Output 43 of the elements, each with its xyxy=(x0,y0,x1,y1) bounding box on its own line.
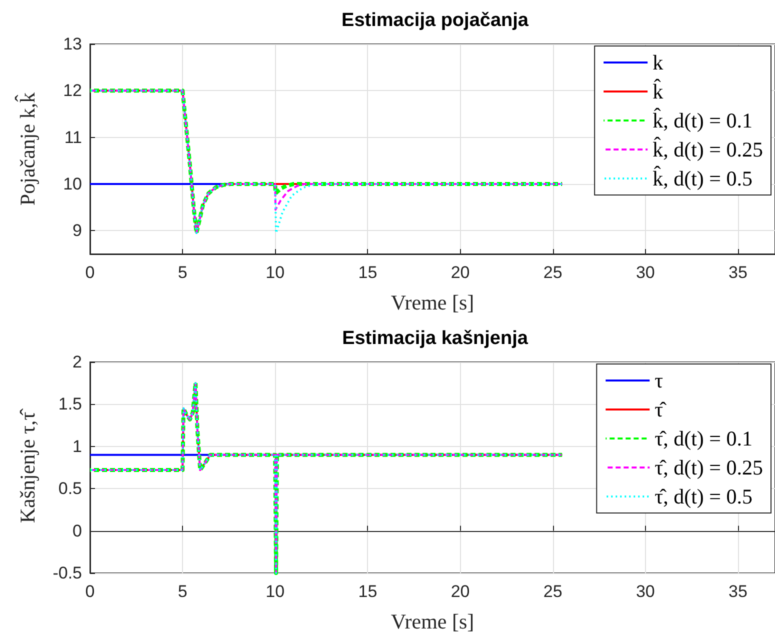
legend-label: τ̂, d(t) = 0.1 xyxy=(654,426,753,450)
x-tick-label: 20 xyxy=(450,263,470,282)
legend-label: τ̂, d(t) = 0.25 xyxy=(654,456,764,480)
y-axis-title: Kašnjenje τ,τ̂ xyxy=(16,408,40,524)
legend-label: τ̂ xyxy=(654,398,668,422)
y-tick-label: 2 xyxy=(72,352,82,372)
x-tick-label: 15 xyxy=(358,263,378,282)
x-tick-label: 30 xyxy=(636,263,655,282)
y-tick-label: 10 xyxy=(63,174,82,194)
x-tick-label: 10 xyxy=(266,582,285,601)
legend-label: k̂ xyxy=(652,78,664,104)
x-tick-label: 35 xyxy=(728,582,748,601)
y-tick-label: 1 xyxy=(72,436,82,456)
legend-label: τ xyxy=(654,368,664,392)
x-tick-label: 25 xyxy=(543,263,562,282)
x-tick-label: 0 xyxy=(85,263,95,282)
x-tick-label: 20 xyxy=(450,582,470,601)
x-axis-title: Vreme [s] xyxy=(390,290,474,314)
x-tick-label: 10 xyxy=(266,263,285,282)
chart-title: Estimacija pojačanja xyxy=(342,10,529,31)
x-tick-label: 5 xyxy=(178,263,188,282)
x-tick-label: 5 xyxy=(178,582,188,601)
y-axis-title: Pojačanje k,k̂ xyxy=(14,92,40,206)
y-tick-label: -0.5 xyxy=(52,564,82,582)
x-tick-label: 25 xyxy=(543,582,562,601)
y-tick-label: 0 xyxy=(72,521,82,540)
x-tick-label: 15 xyxy=(358,582,378,601)
y-tick-label: 0.5 xyxy=(58,479,82,498)
legend-label: k̂, d(t) = 0.25 xyxy=(652,136,764,162)
x-tick-label: 0 xyxy=(85,582,95,601)
y-tick-label: 11 xyxy=(64,128,82,147)
legend-label: k xyxy=(652,50,664,74)
y-tick-label: 13 xyxy=(63,34,82,54)
legend-label: τ̂, d(t) = 0.5 xyxy=(654,484,753,508)
legend-label: k̂, d(t) = 0.1 xyxy=(652,108,753,132)
x-tick-label: 30 xyxy=(636,582,655,601)
x-tick-label: 35 xyxy=(728,263,748,282)
y-tick-label: 9 xyxy=(72,221,82,240)
x-axis-title: Vreme [s] xyxy=(390,610,474,634)
y-tick-label: 12 xyxy=(63,81,82,100)
legend-label: k̂, d(t) = 0.5 xyxy=(652,166,753,190)
chart-title: Estimacija kašnjenja xyxy=(342,328,528,349)
y-tick-label: 1.5 xyxy=(58,394,82,414)
